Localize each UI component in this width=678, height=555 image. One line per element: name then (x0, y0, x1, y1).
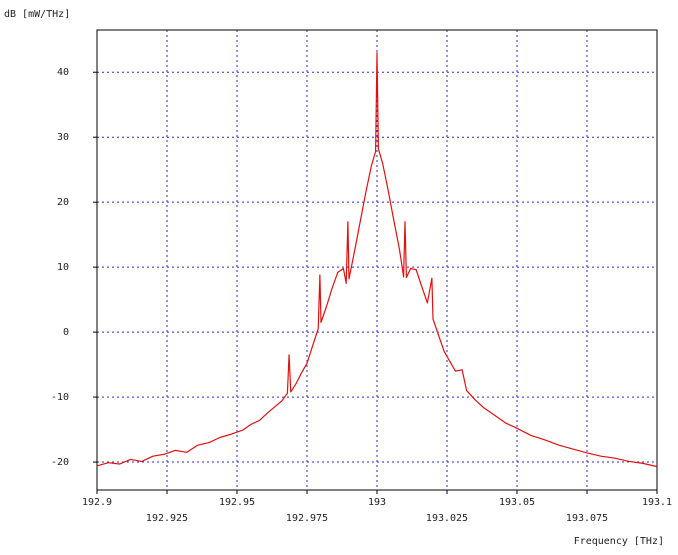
x-tick-label: 193.05 (499, 497, 535, 508)
y-tick-label: 10 (57, 262, 69, 273)
y-axis-title: dB [mW/THz] (4, 9, 70, 20)
x-tick-label: 193 (368, 497, 386, 508)
x-tick-label: 192.95 (219, 497, 255, 508)
y-tick-label: -10 (51, 392, 69, 403)
x-tick-label: 192.9 (82, 497, 112, 508)
x-axis-title: Frequency [THz] (574, 536, 664, 547)
y-tick-label: 0 (63, 327, 69, 338)
plot-frame (96, 29, 658, 491)
spectrum-line (96, 52, 658, 468)
y-tick-label: 20 (57, 197, 69, 208)
x-tick-label: 193.025 (426, 513, 468, 524)
x-tick-label: 192.925 (146, 513, 188, 524)
y-tick-label: 40 (57, 67, 69, 78)
y-tick-label: 30 (57, 132, 69, 143)
y-tick-label: -20 (51, 457, 69, 468)
x-tick-label: 192.975 (286, 513, 328, 524)
x-tick-label: 193.1 (642, 497, 672, 508)
x-tick-label: 193.075 (566, 513, 608, 524)
